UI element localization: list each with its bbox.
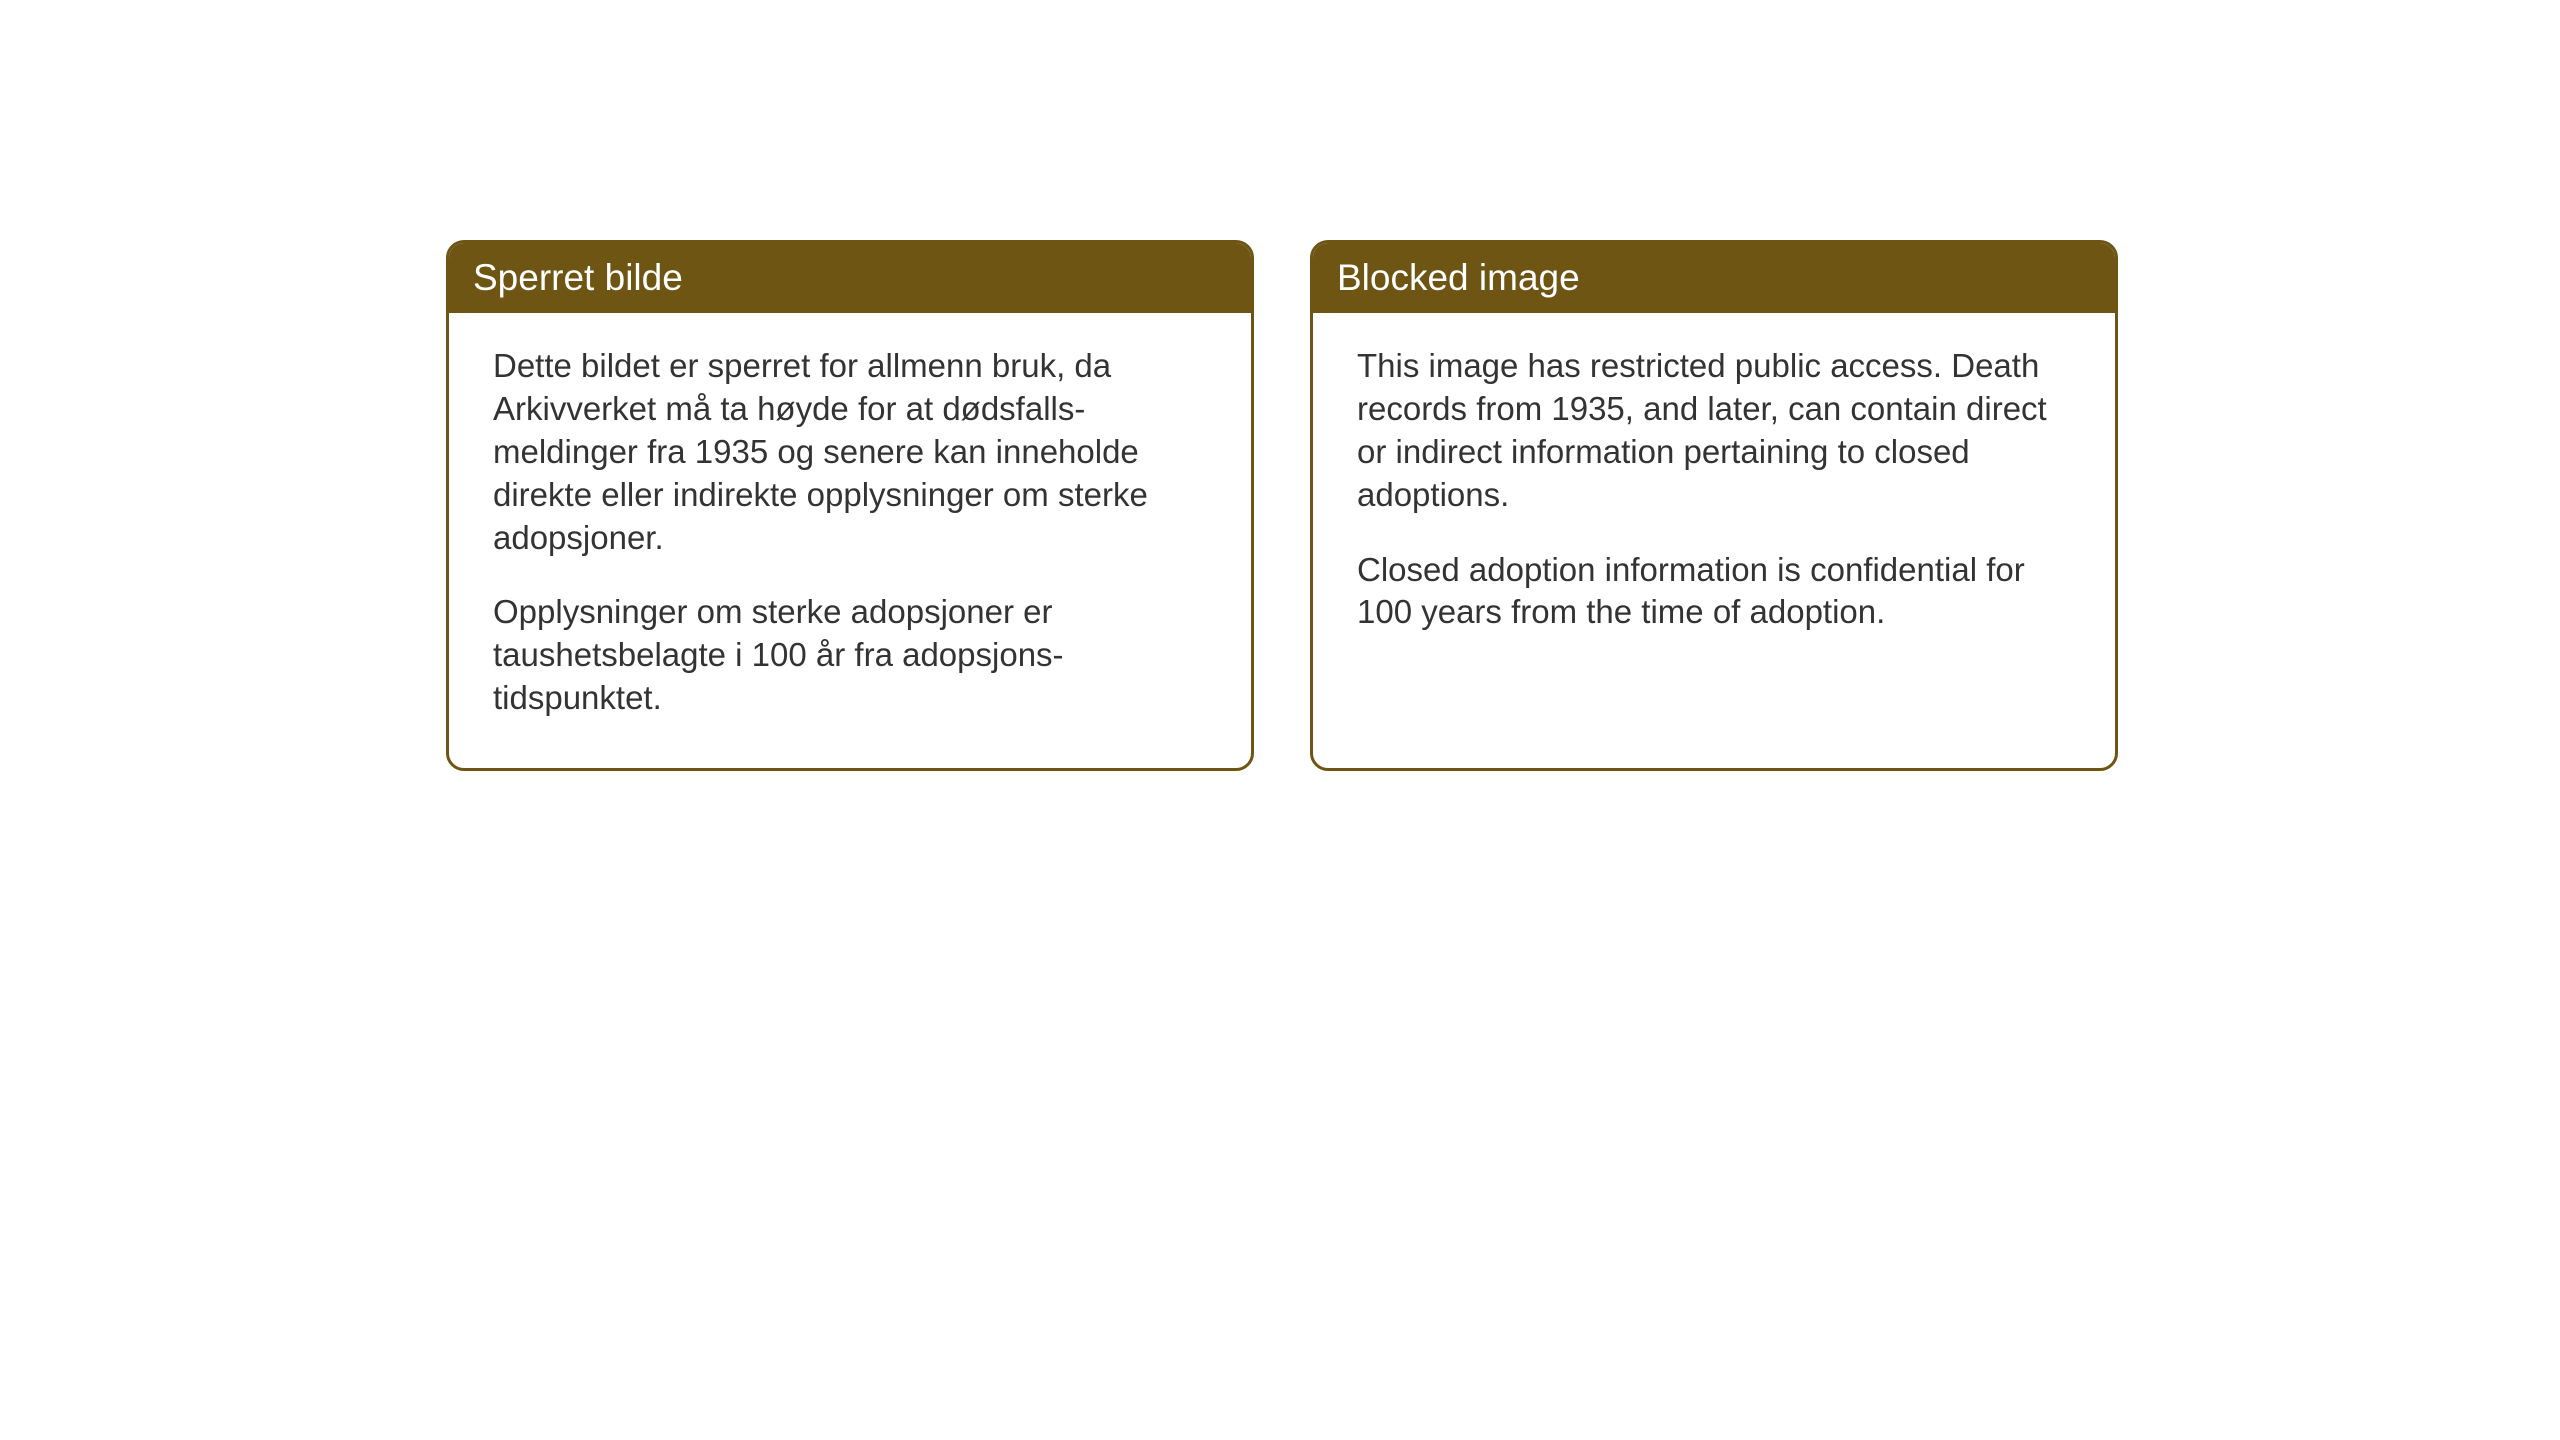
- norwegian-notice-card: Sperret bilde Dette bildet er sperret fo…: [446, 240, 1254, 771]
- norwegian-card-body: Dette bildet er sperret for allmenn bruk…: [449, 313, 1251, 768]
- norwegian-paragraph-2: Opplysninger om sterke adopsjoner er tau…: [493, 591, 1207, 720]
- notice-container: Sperret bilde Dette bildet er sperret fo…: [446, 240, 2118, 771]
- english-card-title: Blocked image: [1313, 243, 2115, 313]
- norwegian-paragraph-1: Dette bildet er sperret for allmenn bruk…: [493, 345, 1207, 559]
- english-paragraph-2: Closed adoption information is confident…: [1357, 549, 2071, 635]
- norwegian-card-title: Sperret bilde: [449, 243, 1251, 313]
- english-paragraph-1: This image has restricted public access.…: [1357, 345, 2071, 517]
- english-notice-card: Blocked image This image has restricted …: [1310, 240, 2118, 771]
- english-card-body: This image has restricted public access.…: [1313, 313, 2115, 682]
